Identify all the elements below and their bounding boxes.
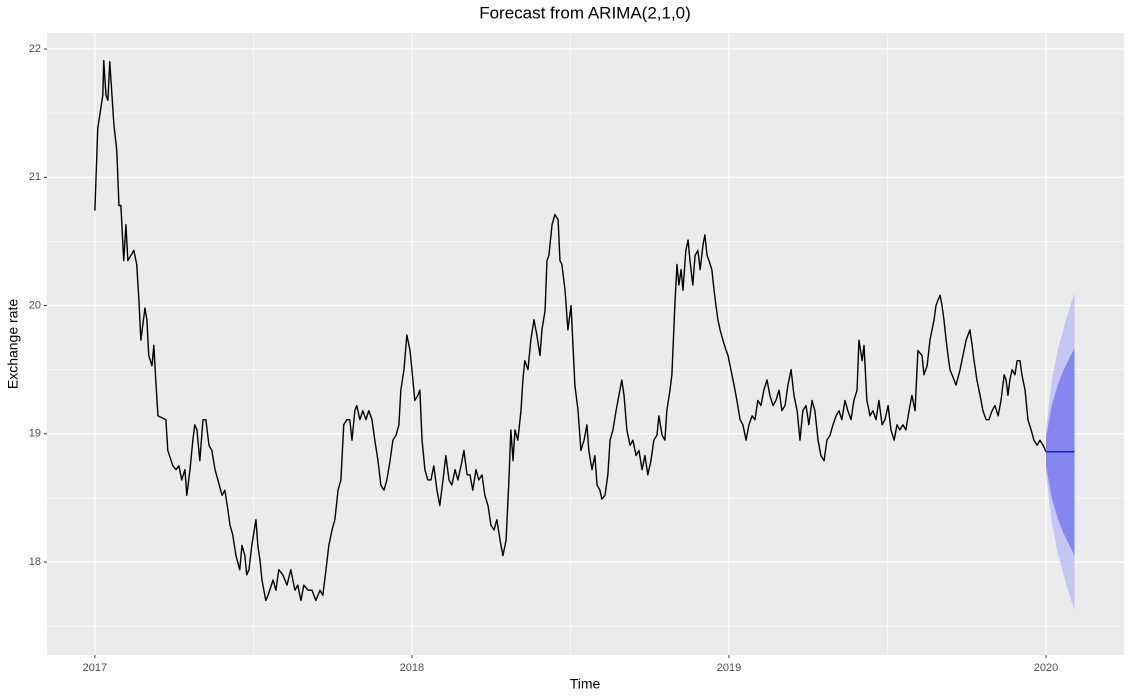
y-tick-label: 19 [29, 428, 41, 440]
x-tick-label: 2017 [83, 662, 107, 674]
plot-panel [47, 33, 1124, 655]
x-tick-label: 2018 [400, 662, 424, 674]
y-tick-label: 20 [29, 299, 41, 311]
x-tick-label: 2020 [1034, 662, 1058, 674]
y-axis-title: Exchange rate [5, 299, 21, 389]
x-axis-title: Time [570, 676, 601, 692]
y-tick-label: 21 [29, 171, 41, 183]
y-tick-label: 18 [29, 556, 41, 568]
chart-title: Forecast from ARIMA(2,1,0) [479, 3, 691, 22]
x-tick-label: 2019 [717, 662, 741, 674]
data-line [94, 59, 1047, 602]
y-tick-label: 22 [29, 43, 41, 55]
